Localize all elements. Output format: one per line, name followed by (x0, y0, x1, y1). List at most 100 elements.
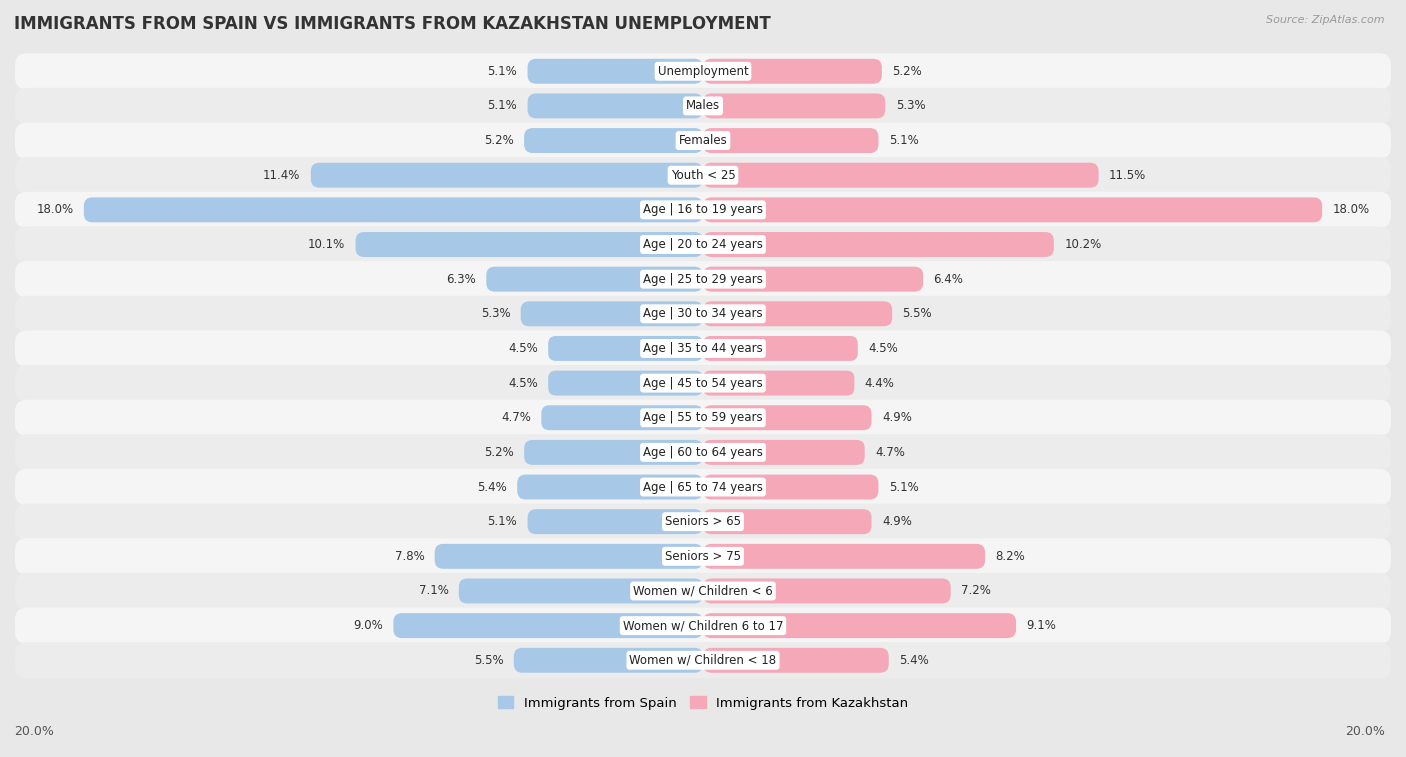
Text: Women w/ Children 6 to 17: Women w/ Children 6 to 17 (623, 619, 783, 632)
FancyBboxPatch shape (703, 163, 1098, 188)
Text: 4.5%: 4.5% (508, 342, 538, 355)
FancyBboxPatch shape (15, 503, 1391, 540)
Text: Youth < 25: Youth < 25 (671, 169, 735, 182)
Text: Seniors > 75: Seniors > 75 (665, 550, 741, 563)
FancyBboxPatch shape (15, 53, 1391, 89)
Text: 5.5%: 5.5% (474, 654, 503, 667)
FancyBboxPatch shape (527, 509, 703, 534)
FancyBboxPatch shape (524, 128, 703, 153)
Text: Age | 45 to 54 years: Age | 45 to 54 years (643, 376, 763, 390)
Text: Age | 20 to 24 years: Age | 20 to 24 years (643, 238, 763, 251)
Text: 5.4%: 5.4% (477, 481, 508, 494)
Text: 5.1%: 5.1% (488, 516, 517, 528)
Text: 5.1%: 5.1% (488, 65, 517, 78)
FancyBboxPatch shape (15, 365, 1391, 401)
FancyBboxPatch shape (703, 405, 872, 430)
Text: Seniors > 65: Seniors > 65 (665, 516, 741, 528)
FancyBboxPatch shape (15, 123, 1391, 159)
Text: Age | 65 to 74 years: Age | 65 to 74 years (643, 481, 763, 494)
FancyBboxPatch shape (703, 613, 1017, 638)
Text: Source: ZipAtlas.com: Source: ZipAtlas.com (1267, 15, 1385, 25)
FancyBboxPatch shape (15, 538, 1391, 575)
FancyBboxPatch shape (84, 198, 703, 223)
FancyBboxPatch shape (703, 336, 858, 361)
FancyBboxPatch shape (703, 371, 855, 396)
FancyBboxPatch shape (15, 400, 1391, 436)
FancyBboxPatch shape (703, 509, 872, 534)
Text: 4.5%: 4.5% (868, 342, 898, 355)
FancyBboxPatch shape (527, 59, 703, 84)
Text: 5.2%: 5.2% (484, 134, 513, 147)
FancyBboxPatch shape (434, 544, 703, 569)
Text: 7.8%: 7.8% (395, 550, 425, 563)
Text: Age | 55 to 59 years: Age | 55 to 59 years (643, 411, 763, 424)
Text: 5.5%: 5.5% (903, 307, 932, 320)
Text: 5.3%: 5.3% (481, 307, 510, 320)
FancyBboxPatch shape (15, 435, 1391, 470)
Text: 5.2%: 5.2% (484, 446, 513, 459)
Text: 5.3%: 5.3% (896, 99, 925, 112)
Text: 20.0%: 20.0% (1346, 725, 1385, 738)
Text: 5.2%: 5.2% (893, 65, 922, 78)
FancyBboxPatch shape (15, 88, 1391, 124)
Text: 6.3%: 6.3% (446, 273, 477, 285)
FancyBboxPatch shape (520, 301, 703, 326)
Text: 4.4%: 4.4% (865, 376, 894, 390)
FancyBboxPatch shape (527, 93, 703, 118)
Text: 4.5%: 4.5% (508, 376, 538, 390)
FancyBboxPatch shape (703, 475, 879, 500)
FancyBboxPatch shape (703, 59, 882, 84)
Text: Age | 16 to 19 years: Age | 16 to 19 years (643, 204, 763, 217)
FancyBboxPatch shape (15, 192, 1391, 228)
FancyBboxPatch shape (517, 475, 703, 500)
FancyBboxPatch shape (486, 266, 703, 291)
FancyBboxPatch shape (15, 608, 1391, 643)
Text: Age | 30 to 34 years: Age | 30 to 34 years (643, 307, 763, 320)
Text: 10.2%: 10.2% (1064, 238, 1101, 251)
FancyBboxPatch shape (356, 232, 703, 257)
Text: 5.4%: 5.4% (898, 654, 929, 667)
FancyBboxPatch shape (703, 128, 879, 153)
Text: 11.5%: 11.5% (1109, 169, 1146, 182)
Text: 9.0%: 9.0% (353, 619, 382, 632)
Text: 7.2%: 7.2% (960, 584, 991, 597)
FancyBboxPatch shape (703, 301, 893, 326)
FancyBboxPatch shape (703, 198, 1322, 223)
Text: IMMIGRANTS FROM SPAIN VS IMMIGRANTS FROM KAZAKHSTAN UNEMPLOYMENT: IMMIGRANTS FROM SPAIN VS IMMIGRANTS FROM… (14, 15, 770, 33)
Text: 6.4%: 6.4% (934, 273, 963, 285)
FancyBboxPatch shape (394, 613, 703, 638)
Text: Males: Males (686, 99, 720, 112)
Text: Unemployment: Unemployment (658, 65, 748, 78)
Text: 10.1%: 10.1% (308, 238, 346, 251)
FancyBboxPatch shape (15, 157, 1391, 193)
FancyBboxPatch shape (703, 232, 1054, 257)
FancyBboxPatch shape (513, 648, 703, 673)
FancyBboxPatch shape (703, 648, 889, 673)
FancyBboxPatch shape (703, 440, 865, 465)
Text: 20.0%: 20.0% (14, 725, 53, 738)
FancyBboxPatch shape (15, 642, 1391, 678)
FancyBboxPatch shape (458, 578, 703, 603)
FancyBboxPatch shape (15, 296, 1391, 332)
Text: 18.0%: 18.0% (37, 204, 73, 217)
FancyBboxPatch shape (15, 330, 1391, 366)
Text: 4.7%: 4.7% (501, 411, 531, 424)
Text: Age | 35 to 44 years: Age | 35 to 44 years (643, 342, 763, 355)
FancyBboxPatch shape (703, 93, 886, 118)
FancyBboxPatch shape (703, 544, 986, 569)
Text: 9.1%: 9.1% (1026, 619, 1056, 632)
Text: 4.9%: 4.9% (882, 411, 911, 424)
Text: 18.0%: 18.0% (1333, 204, 1369, 217)
Text: 5.1%: 5.1% (488, 99, 517, 112)
FancyBboxPatch shape (548, 371, 703, 396)
FancyBboxPatch shape (15, 261, 1391, 298)
Text: Age | 60 to 64 years: Age | 60 to 64 years (643, 446, 763, 459)
FancyBboxPatch shape (541, 405, 703, 430)
Text: 8.2%: 8.2% (995, 550, 1025, 563)
Text: 5.1%: 5.1% (889, 134, 918, 147)
Text: 5.1%: 5.1% (889, 481, 918, 494)
Text: 4.9%: 4.9% (882, 516, 911, 528)
Text: Women w/ Children < 6: Women w/ Children < 6 (633, 584, 773, 597)
Text: 4.7%: 4.7% (875, 446, 905, 459)
FancyBboxPatch shape (15, 226, 1391, 263)
